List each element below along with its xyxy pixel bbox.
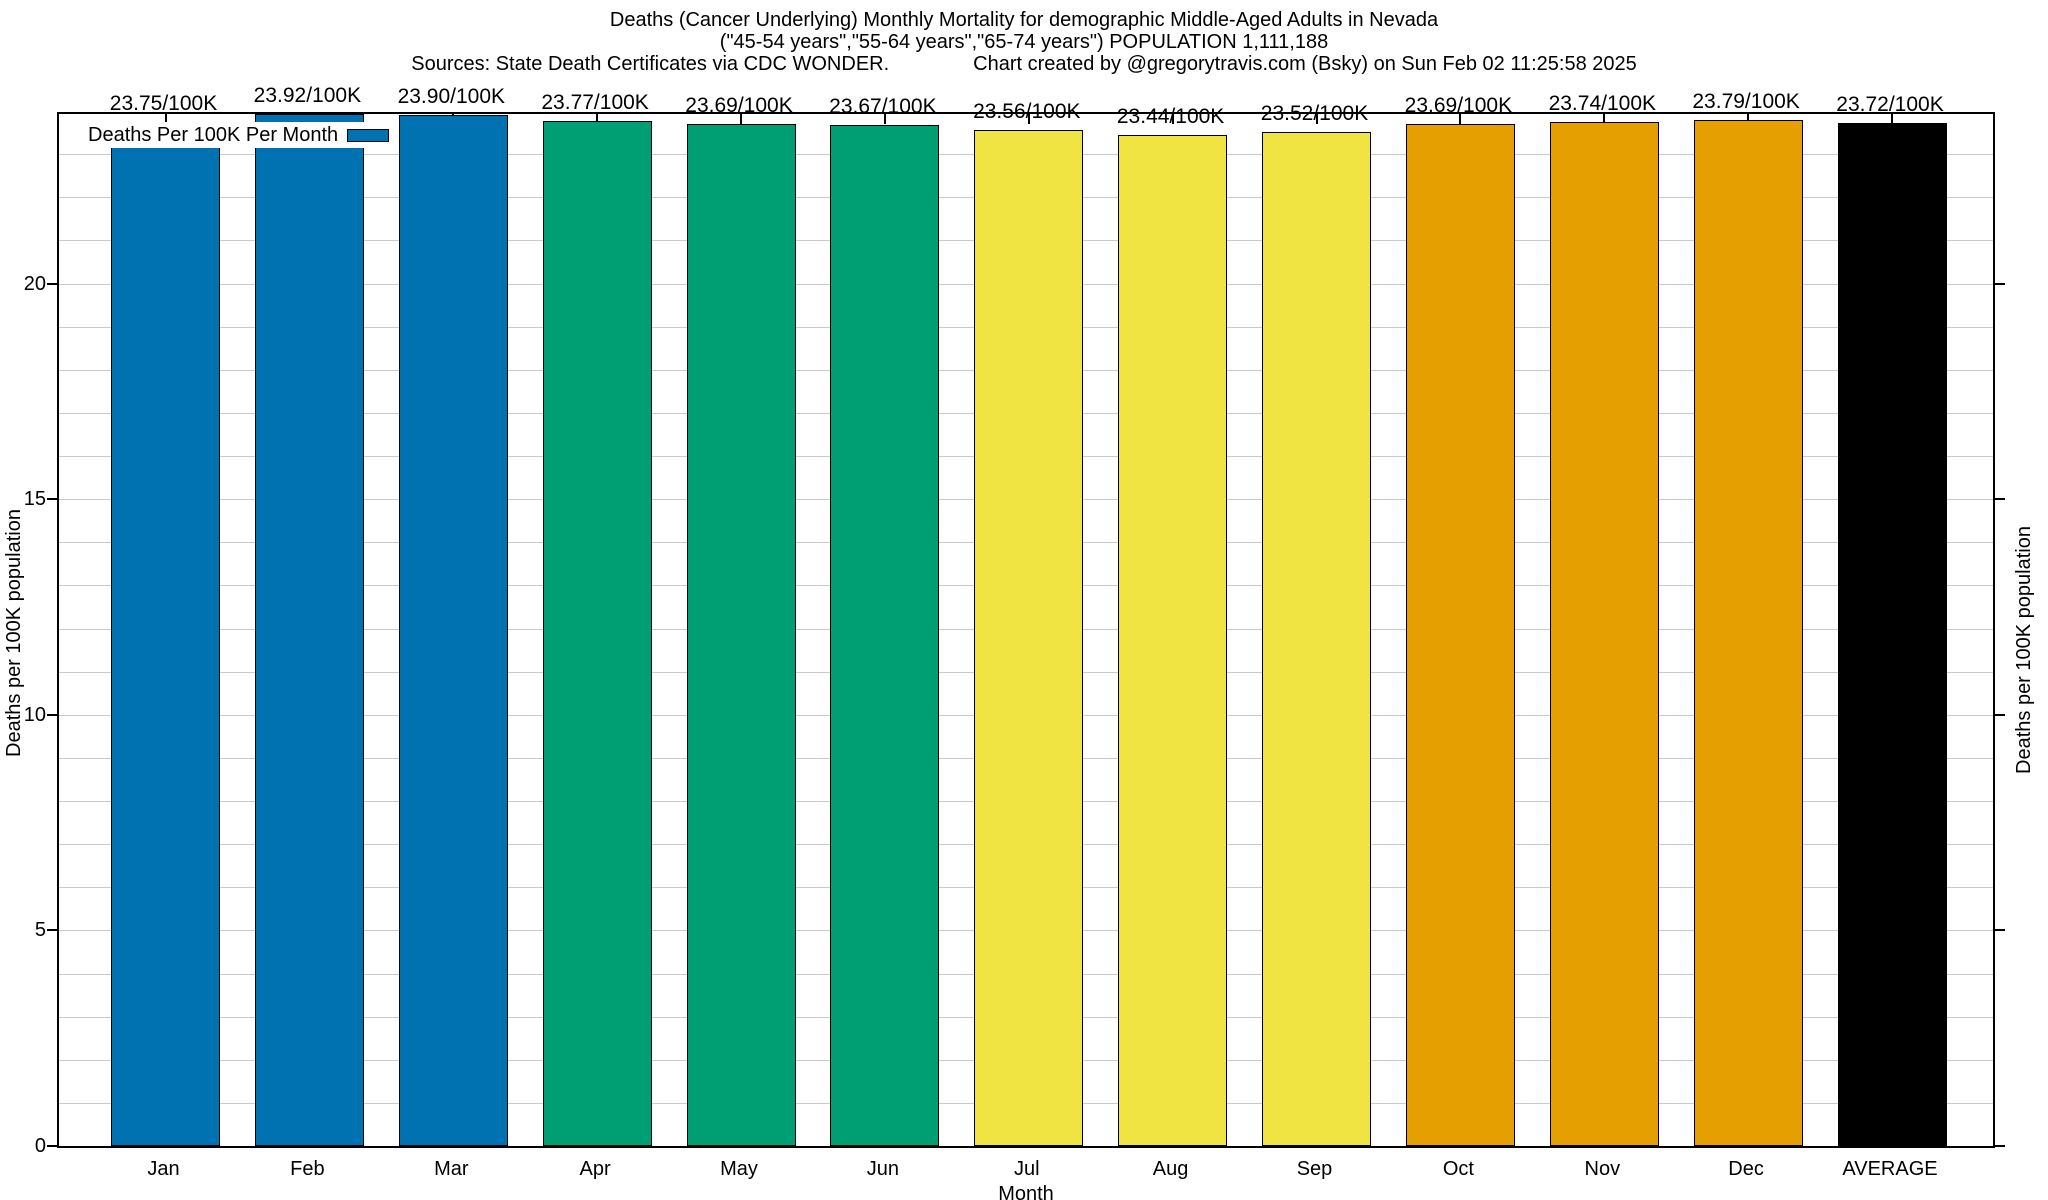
- bar-value-label: 23.90/100K: [397, 85, 506, 109]
- bar-value-label: 23.69/100K: [1404, 94, 1513, 118]
- y-tick-mark: [47, 713, 57, 716]
- y-tick-mark: [1995, 498, 2005, 501]
- bar-value-label: 23.56/100K: [973, 100, 1081, 123]
- x-tick-label: Jan: [147, 1158, 180, 1180]
- source-note: Sources: State Death Certificates via CD…: [411, 53, 890, 75]
- bar-value-label: 23.92/100K: [253, 84, 362, 108]
- top-axis-tick: [164, 114, 167, 124]
- x-tick-label: Sep: [1296, 1158, 1333, 1180]
- top-axis-tick: [1459, 114, 1462, 124]
- chart-title-line2: ("45-54 years","55-64 years","65-74 year…: [719, 31, 1329, 53]
- bar-value-label: 23.77/100K: [541, 90, 649, 114]
- bar-value-label: 23.67/100K: [829, 95, 937, 119]
- legend-label: Deaths Per 100K Per Month: [88, 123, 339, 146]
- y-tick-mark: [1995, 929, 2005, 932]
- top-axis-tick: [1027, 114, 1030, 124]
- y-tick-mark: [47, 282, 57, 285]
- bar-value-label: 23.74/100K: [1548, 92, 1657, 116]
- plot-area: Deaths Per 100K Per Month: [57, 112, 1995, 1148]
- top-axis-tick: [740, 114, 742, 124]
- bar-jun: [830, 125, 940, 1146]
- y-tick-mark: [47, 1145, 57, 1147]
- bar-jan: [111, 121, 220, 1146]
- top-axis-tick: [1171, 114, 1174, 124]
- top-axis-tick: [1603, 114, 1606, 124]
- x-tick-label: Aug: [1152, 1158, 1189, 1180]
- y-tick-label: 5: [34, 919, 46, 942]
- x-tick-label: Apr: [579, 1158, 611, 1180]
- bar-aug: [1118, 135, 1228, 1146]
- top-axis-tick: [1315, 114, 1318, 124]
- top-axis-tick: [1891, 114, 1893, 124]
- y-axis-title-left: Deaths per 100K population: [3, 509, 25, 757]
- y-tick-mark: [47, 498, 57, 501]
- x-tick-label: Mar: [434, 1158, 469, 1180]
- chart-title-line1: Deaths (Cancer Underlying) Monthly Morta…: [609, 9, 1439, 31]
- top-axis-tick: [883, 114, 886, 124]
- x-tick-label: Jul: [1014, 1158, 1040, 1180]
- bar-nov: [1549, 122, 1659, 1146]
- y-tick-mark: [47, 929, 57, 932]
- y-tick-label: 20: [23, 272, 46, 295]
- x-tick-label: AVERAGE: [1842, 1158, 1938, 1180]
- bar-may: [686, 124, 796, 1146]
- x-tick-label: Oct: [1442, 1158, 1474, 1180]
- legend: Deaths Per 100K Per Month: [81, 122, 397, 148]
- bar-value-label: 23.72/100K: [1836, 93, 1944, 117]
- bar-value-label: 23.75/100K: [109, 91, 218, 115]
- y-tick-label: 0: [34, 1135, 46, 1157]
- y-tick-label: 10: [23, 703, 46, 726]
- top-axis-tick: [1747, 114, 1750, 124]
- bar-jul: [974, 130, 1084, 1146]
- bar-feb: [254, 114, 364, 1146]
- bar-average: [1837, 123, 1947, 1146]
- bar-value-label: 23.69/100K: [685, 94, 793, 118]
- x-tick-label: Jun: [866, 1158, 900, 1180]
- bar-oct: [1405, 124, 1515, 1146]
- bar-mar: [398, 115, 508, 1146]
- bar-value-label: 23.79/100K: [1692, 90, 1800, 113]
- x-tick-label: Dec: [1728, 1158, 1764, 1180]
- bar-apr: [542, 120, 652, 1146]
- x-axis-title: Month: [998, 1183, 1054, 1200]
- bar-sep: [1262, 131, 1371, 1146]
- bar-value-label: 23.44/100K: [1116, 105, 1225, 129]
- y-tick-label: 15: [23, 488, 46, 511]
- credit-note: Chart created by @gregorytravis.com (Bsk…: [973, 53, 1637, 75]
- legend-swatch: [347, 128, 390, 142]
- top-axis-tick: [596, 114, 599, 124]
- y-axis-title-right: Deaths per 100K population: [2013, 526, 2035, 774]
- bar-dec: [1693, 120, 1803, 1146]
- y-tick-mark: [1995, 1145, 2005, 1147]
- x-tick-label: Nov: [1584, 1158, 1621, 1180]
- bar-value-label: 23.52/100K: [1260, 101, 1369, 125]
- chart-subtitle-row: Sources: State Death Certificates via CD…: [0, 53, 2048, 75]
- x-tick-label: Feb: [290, 1158, 325, 1180]
- y-tick-mark: [1995, 282, 2005, 285]
- x-tick-label: May: [720, 1158, 758, 1180]
- y-tick-mark: [1995, 713, 2005, 716]
